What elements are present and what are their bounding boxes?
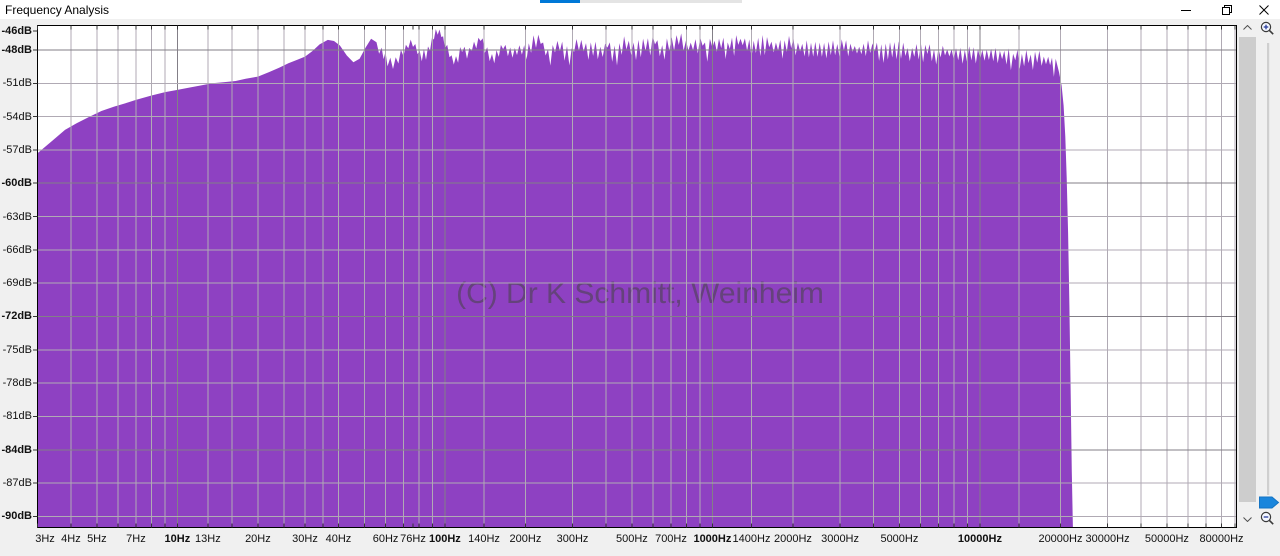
zoom-in-button[interactable]: [1258, 20, 1276, 41]
maximize-button[interactable]: [1212, 0, 1242, 19]
y-axis-label: -72dB: [1, 310, 32, 323]
x-axis-label: 140Hz: [468, 533, 500, 545]
x-axis-label: 20000Hz: [1038, 533, 1083, 545]
x-axis-label: 20Hz: [245, 533, 271, 545]
y-axis-label: -84dB: [1, 443, 32, 456]
x-axis-label: 100Hz: [428, 533, 461, 545]
zoom-in-icon: [1260, 21, 1274, 35]
zoom-out-icon: [1260, 511, 1274, 525]
y-axis-label: -54dB: [2, 110, 32, 123]
x-axis-label: 300Hz: [556, 533, 589, 545]
y-axis-label: -60dB: [1, 177, 32, 190]
scrollbar-thumb[interactable]: [1239, 37, 1256, 502]
scroll-down-button[interactable]: [1239, 511, 1256, 528]
chevron-up-icon: [1243, 25, 1252, 30]
vertical-scrollbar[interactable]: [1239, 19, 1256, 528]
x-axis-label: 10Hz: [164, 533, 191, 545]
x-axis-label: 13Hz: [195, 533, 221, 545]
x-axis-label: 2000Hz: [773, 533, 812, 545]
x-axis-label: 10000Hz: [957, 533, 1002, 545]
zoom-panel: [1256, 19, 1280, 556]
axis-ticks: [33, 25, 1236, 528]
zoom-slider-handle[interactable]: [1259, 496, 1280, 514]
plot-gridlines: [37, 25, 1237, 528]
x-axis-label: 30000Hz: [1085, 533, 1130, 545]
chevron-down-icon: [1243, 517, 1252, 522]
watermark-text: (C) Dr K Schmitt, Weinheim: [456, 277, 824, 310]
close-button[interactable]: [1249, 0, 1279, 19]
close-icon: [1259, 4, 1269, 15]
y-axis-label: -48dB: [1, 43, 32, 56]
plot-border: [37, 25, 1237, 528]
minimize-button[interactable]: [1171, 0, 1201, 19]
y-axis-label: -78dB: [2, 377, 32, 390]
x-axis-label: 4Hz: [61, 533, 81, 545]
progress-bar-fill: [540, 0, 581, 3]
window-title: Frequency Analysis: [5, 3, 110, 17]
x-axis-label: 200Hz: [509, 533, 542, 545]
y-axis-label: -57dB: [2, 143, 32, 156]
y-axis-label: -66dB: [2, 243, 32, 256]
y-axis-label: -81dB: [2, 410, 32, 423]
progress-bar: [540, 0, 742, 3]
x-axis-label: 500Hz: [615, 533, 648, 545]
y-axis-label: -46dB: [1, 25, 32, 37]
x-axis-label: 30Hz: [292, 533, 318, 545]
zoom-out-button[interactable]: [1258, 510, 1276, 531]
x-axis-label: 80000Hz: [1199, 533, 1244, 545]
x-axis-label: 700Hz: [655, 533, 687, 545]
x-axis-label: 40Hz: [325, 533, 352, 545]
spectrum-area: [37, 29, 1073, 528]
y-axis-label: -90dB: [1, 510, 32, 523]
restore-icon: [1222, 4, 1232, 15]
x-axis-label: 50000Hz: [1144, 533, 1189, 545]
y-axis-label: -63dB: [2, 210, 32, 223]
y-axis-label: -69dB: [2, 277, 32, 290]
titlebar: Frequency Analysis: [0, 0, 1280, 19]
y-axis-label: -51dB: [2, 77, 32, 90]
x-axis-label: 1400Hz: [732, 533, 771, 545]
x-axis-label: 5000Hz: [880, 533, 919, 545]
scroll-up-button[interactable]: [1239, 19, 1256, 36]
y-axis-label: -87dB: [2, 477, 32, 490]
x-axis-label: 7Hz: [126, 533, 146, 545]
x-axis-label: 1000Hz: [693, 533, 732, 545]
x-axis-label: 76Hz: [400, 533, 426, 545]
zoom-slider-track[interactable]: [1267, 43, 1270, 495]
x-axis-label: 5Hz: [87, 533, 107, 545]
x-axis-label: 3Hz: [35, 533, 55, 545]
x-axis-label: 60Hz: [372, 533, 399, 545]
y-axis-label: -75dB: [2, 343, 32, 356]
minimize-icon: [1181, 9, 1191, 11]
x-axis-label: 3000Hz: [821, 533, 860, 545]
